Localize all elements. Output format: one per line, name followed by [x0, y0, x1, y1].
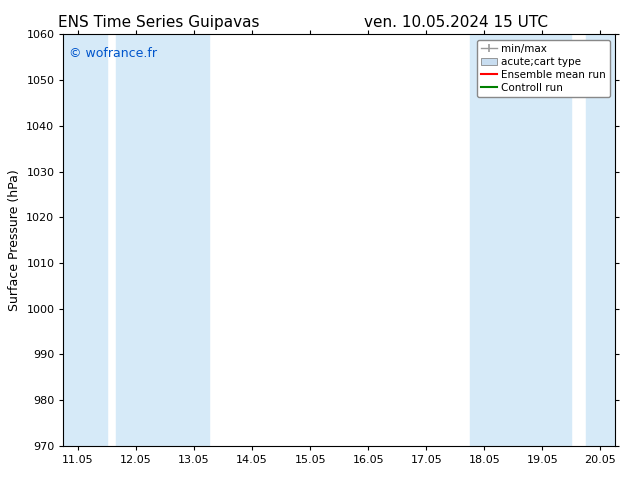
Text: ENS Time Series Guipavas: ENS Time Series Guipavas	[58, 15, 259, 30]
Y-axis label: Surface Pressure (hPa): Surface Pressure (hPa)	[8, 169, 21, 311]
Text: © wofrance.fr: © wofrance.fr	[69, 47, 157, 60]
Bar	[586, 34, 615, 446]
Legend: min/max, acute;cart type, Ensemble mean run, Controll run: min/max, acute;cart type, Ensemble mean …	[477, 40, 610, 97]
Bar	[514, 34, 571, 446]
Bar	[470, 34, 514, 446]
Bar	[63, 34, 107, 446]
Bar	[115, 34, 209, 446]
Text: ven. 10.05.2024 15 UTC: ven. 10.05.2024 15 UTC	[365, 15, 548, 30]
